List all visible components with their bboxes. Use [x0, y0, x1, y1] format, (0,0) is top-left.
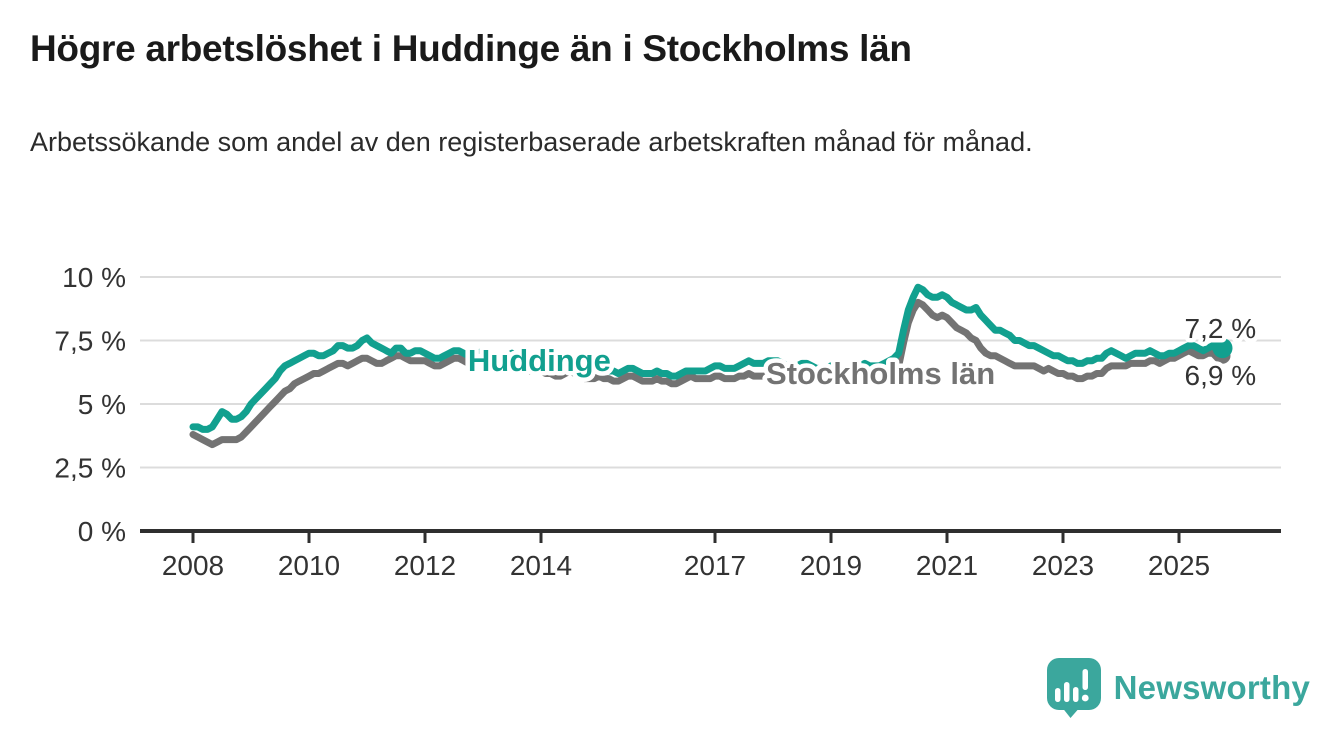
end-value-label-stockholms-lan: 6,9 %	[1185, 360, 1257, 391]
y-axis-label: 0 %	[78, 516, 126, 547]
x-axis-label: 2008	[162, 550, 224, 581]
newsworthy-logo-text: Newsworthy	[1113, 669, 1310, 706]
end-value-label-huddinge: 7,2 %	[1185, 313, 1257, 344]
series-line-stockholm	[189, 298, 1226, 449]
x-axis-label: 2010	[278, 550, 340, 581]
series-label-stockholms-lan: Stockholms län	[766, 356, 995, 391]
chart-title: Högre arbetslöshet i Huddinge än i Stock…	[30, 28, 912, 69]
x-axis-label: 2012	[394, 550, 456, 581]
series-line-huddinge	[189, 283, 1226, 433]
x-axis-label: 2019	[800, 550, 862, 581]
series-label-huddinge: Huddinge	[468, 343, 611, 378]
y-axis-label: 7,5 %	[54, 326, 126, 357]
x-axis-label: 2017	[684, 550, 746, 581]
unemployment-line-chart-svg: 0 % 2,5 % 5 % 7,5 % 10 % 2008 2010 2012 2014 2017…	[54, 262, 1281, 581]
x-axis-label: 2014	[510, 550, 572, 581]
end-point-dot-huddinge	[1212, 338, 1233, 359]
y-axis-label: 5 %	[78, 389, 126, 420]
newsworthy-logo-icon	[1046, 658, 1101, 718]
y-axis-label: 2,5 %	[54, 453, 126, 484]
y-axis-label: 10 %	[62, 262, 126, 293]
line-chart: 0 % 2,5 % 5 % 7,5 % 10 % 2008 2010 2012 2014 2017…	[0, 250, 1340, 590]
x-axis-label: 2023	[1032, 550, 1094, 581]
chart-subtitle: Arbetssökande som andel av den registerb…	[30, 127, 1033, 157]
x-axis-label: 2021	[916, 550, 978, 581]
x-axis-label: 2025	[1148, 550, 1210, 581]
newsworthy-logo: Newsworthy	[1046, 658, 1310, 718]
